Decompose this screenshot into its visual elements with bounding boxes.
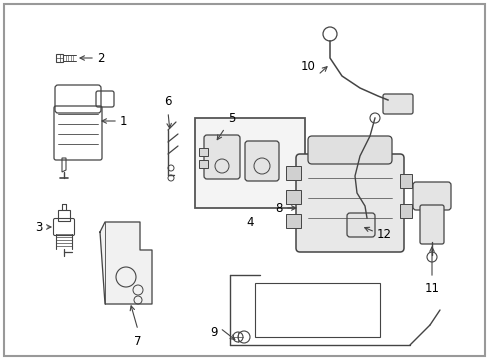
Bar: [285, 166, 301, 180]
Text: 2: 2: [97, 51, 104, 64]
Text: 10: 10: [301, 60, 315, 73]
FancyBboxPatch shape: [412, 182, 450, 210]
FancyBboxPatch shape: [203, 135, 240, 179]
Bar: [285, 214, 301, 228]
Bar: [56, 54, 63, 62]
FancyBboxPatch shape: [419, 205, 443, 244]
Bar: [285, 190, 301, 204]
Bar: [399, 204, 411, 218]
FancyBboxPatch shape: [346, 213, 374, 237]
Polygon shape: [100, 222, 152, 304]
Bar: [195, 118, 305, 208]
Text: 12: 12: [376, 228, 391, 240]
Bar: [199, 160, 207, 168]
Text: 11: 11: [424, 282, 439, 295]
Bar: [58, 210, 70, 221]
Text: 9: 9: [210, 325, 218, 338]
Bar: [199, 148, 207, 156]
FancyBboxPatch shape: [244, 141, 279, 181]
Text: 4: 4: [246, 216, 253, 229]
Text: 6: 6: [164, 95, 171, 108]
Text: 5: 5: [227, 112, 235, 125]
FancyBboxPatch shape: [295, 154, 403, 252]
FancyBboxPatch shape: [307, 136, 391, 164]
FancyBboxPatch shape: [382, 94, 412, 114]
Text: 7: 7: [134, 335, 142, 348]
Bar: [254, 283, 379, 337]
Text: 8: 8: [275, 202, 283, 215]
Bar: [399, 174, 411, 188]
Text: 1: 1: [120, 114, 127, 127]
Text: 3: 3: [36, 220, 43, 234]
